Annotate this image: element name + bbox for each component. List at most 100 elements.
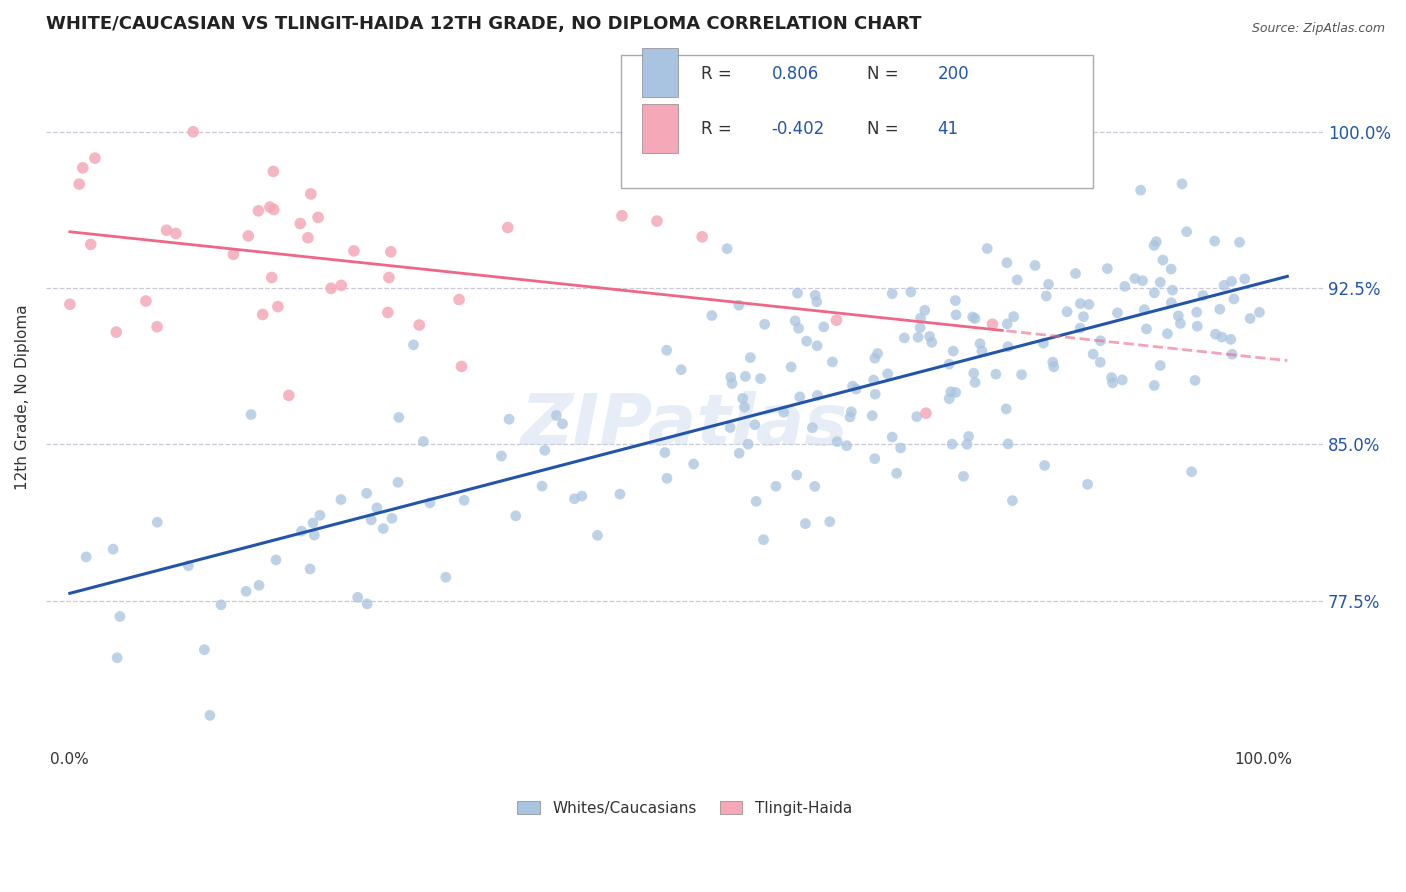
Point [267, 300, 290, 314]
Point [744, 417, 766, 432]
Point [564, 491, 586, 506]
Point [786, 286, 808, 301]
Point [419, 496, 441, 510]
Point [786, 468, 808, 483]
Point [1187, 319, 1209, 334]
Point [825, 434, 848, 449]
Point [1156, 326, 1178, 341]
Point [733, 400, 755, 414]
Point [1213, 278, 1236, 293]
Point [1143, 238, 1166, 252]
Point [997, 437, 1019, 451]
Point [1170, 317, 1192, 331]
Point [380, 244, 402, 259]
Point [377, 305, 399, 319]
Point [908, 320, 931, 334]
Point [1133, 302, 1156, 317]
Point [609, 487, 631, 501]
Point [1090, 334, 1112, 348]
Point [105, 650, 128, 665]
Point [1219, 332, 1241, 346]
Point [976, 242, 998, 256]
Point [449, 293, 471, 307]
Point [1205, 327, 1227, 342]
Point [222, 247, 245, 261]
Point [728, 446, 751, 460]
Point [193, 642, 215, 657]
Point [177, 558, 200, 573]
Point [780, 359, 803, 374]
Point [939, 384, 962, 399]
Point [387, 475, 409, 490]
Point [1149, 275, 1171, 289]
Point [825, 313, 848, 327]
Point [302, 516, 325, 530]
Point [1005, 273, 1028, 287]
Point [876, 367, 898, 381]
Point [198, 708, 221, 723]
Point [1001, 493, 1024, 508]
Point [900, 285, 922, 299]
Point [1069, 296, 1091, 310]
Point [914, 303, 936, 318]
Point [262, 164, 284, 178]
Point [682, 457, 704, 471]
Point [690, 229, 713, 244]
Point [146, 515, 169, 529]
Point [835, 439, 858, 453]
Point [731, 392, 754, 406]
Text: ZIPatlas: ZIPatlas [520, 391, 848, 460]
Point [412, 434, 434, 449]
Point [299, 186, 322, 201]
Point [839, 405, 862, 419]
Point [551, 417, 574, 431]
Point [821, 355, 844, 369]
Point [882, 286, 904, 301]
Point [794, 516, 817, 531]
Point [1167, 309, 1189, 323]
Point [1111, 373, 1133, 387]
Point [1056, 304, 1078, 318]
Text: R =: R = [702, 65, 733, 83]
Point [905, 409, 928, 424]
Point [1152, 253, 1174, 268]
Point [645, 214, 668, 228]
Point [700, 309, 723, 323]
Point [1002, 310, 1025, 324]
Point [806, 294, 828, 309]
Point [772, 405, 794, 419]
Point [343, 244, 366, 258]
Point [105, 325, 128, 339]
Point [886, 467, 908, 481]
Point [1077, 477, 1099, 491]
Point [839, 409, 862, 424]
Point [963, 366, 986, 380]
Point [804, 479, 827, 493]
Point [765, 479, 787, 493]
Point [319, 281, 342, 295]
Point [1143, 285, 1166, 300]
Point [304, 528, 326, 542]
Point [655, 343, 678, 358]
Point [806, 388, 828, 402]
Point [941, 437, 963, 451]
Point [247, 578, 270, 592]
Text: WHITE/CAUCASIAN VS TLINGIT-HAIDA 12TH GRADE, NO DIPLOMA CORRELATION CHART: WHITE/CAUCASIAN VS TLINGIT-HAIDA 12TH GR… [46, 15, 921, 33]
Point [108, 609, 131, 624]
Point [862, 373, 884, 387]
Point [957, 429, 980, 443]
Point [727, 298, 749, 312]
Point [1035, 289, 1057, 303]
Bar [643, 48, 678, 97]
Point [307, 211, 329, 225]
Point [995, 317, 1018, 331]
Text: N =: N = [868, 65, 898, 83]
Point [240, 408, 263, 422]
Point [75, 549, 97, 564]
Point [165, 227, 187, 241]
Point [378, 270, 401, 285]
Point [1192, 288, 1215, 302]
Bar [643, 104, 678, 153]
Point [1129, 183, 1152, 197]
Point [995, 256, 1018, 270]
